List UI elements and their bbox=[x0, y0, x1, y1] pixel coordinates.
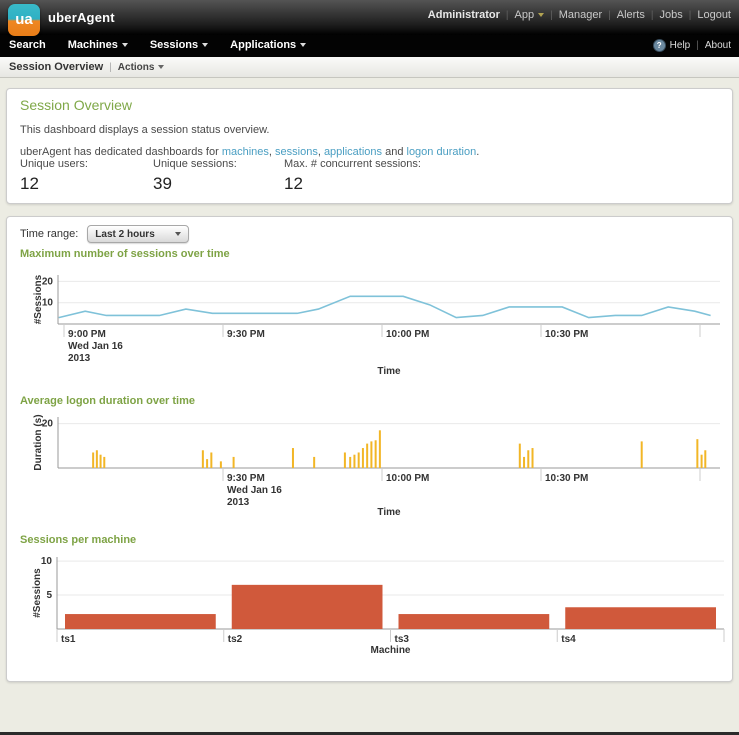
chart-title-sessions-per-machine: Sessions per machine bbox=[20, 534, 137, 546]
svg-text:Time: Time bbox=[377, 366, 401, 377]
nav-item-help[interactable]: Help bbox=[669, 40, 691, 51]
chevron-down-icon bbox=[175, 232, 182, 236]
logon-duration-chart[interactable]: 20 Time Duration (s) 9:30 PM Wed Jan 16 2013 1… bbox=[7, 405, 734, 527]
stat-unique-users: Unique users: 12 bbox=[20, 158, 88, 194]
time-range-label: Time range: bbox=[20, 228, 79, 240]
chevron-down-icon bbox=[158, 64, 165, 69]
svg-text:20: 20 bbox=[42, 419, 54, 430]
svg-text:20: 20 bbox=[42, 276, 54, 287]
svg-text:Wed Jan 16: Wed Jan 16 bbox=[227, 485, 282, 496]
stat-label: Unique users: bbox=[20, 158, 88, 170]
sessions-over-time-chart[interactable]: 10 20 Time #Sessions 9:00 PM Wed Jan 16 2013 9:… bbox=[7, 262, 734, 384]
separator: | bbox=[688, 9, 692, 21]
breadcrumb-bar: Session Overview | Actions bbox=[0, 57, 739, 78]
chevron-down-icon bbox=[121, 43, 128, 48]
svg-text:ts1: ts1 bbox=[61, 634, 76, 645]
svg-text:10: 10 bbox=[42, 298, 54, 309]
svg-text:9:00 PM: 9:00 PM bbox=[68, 329, 106, 340]
menu-item-manager[interactable]: Manager bbox=[558, 9, 603, 21]
chevron-down-icon bbox=[538, 13, 545, 18]
chart-title-logon-duration: Average logon duration over time bbox=[20, 395, 196, 407]
top-user-menu: Administrator | App | Manager | Alerts |… bbox=[428, 9, 731, 21]
stat-label: Unique sessions: bbox=[153, 158, 237, 170]
nav-item-search[interactable]: Search bbox=[9, 39, 46, 51]
menu-item-alerts[interactable]: Alerts bbox=[616, 9, 645, 21]
help-icon bbox=[652, 39, 666, 52]
time-range-dropdown[interactable]: Last 2 hours bbox=[87, 225, 190, 243]
svg-text:10:30 PM: 10:30 PM bbox=[545, 329, 588, 340]
stat-unique-sessions: Unique sessions: 39 bbox=[153, 158, 237, 194]
nav-item-machines[interactable]: Machines bbox=[68, 39, 128, 51]
link-sessions[interactable]: sessions bbox=[275, 146, 318, 158]
chevron-down-icon bbox=[300, 43, 307, 48]
svg-text:9:30 PM: 9:30 PM bbox=[227, 473, 265, 484]
nav-item-sessions[interactable]: Sessions bbox=[150, 39, 209, 51]
dashboard-links: uberAgent has dedicated dashboards for m… bbox=[20, 146, 479, 158]
svg-text:10:00 PM: 10:00 PM bbox=[386, 473, 429, 484]
stat-max-concurrent-sessions: Max. # concurrent sessions: 12 bbox=[284, 158, 421, 194]
footer-strip bbox=[0, 732, 739, 735]
breadcrumb[interactable]: Session Overview bbox=[9, 61, 104, 73]
separator: , bbox=[268, 146, 276, 158]
link-applications[interactable]: applications bbox=[323, 146, 383, 158]
svg-text:Time: Time bbox=[377, 507, 401, 518]
product-name: uberAgent bbox=[48, 10, 115, 25]
svg-text:#Sessions: #Sessions bbox=[32, 568, 43, 618]
links-prefix: uberAgent has dedicated dashboards for bbox=[20, 146, 222, 158]
svg-text:2013: 2013 bbox=[68, 353, 91, 364]
svg-text:10:00 PM: 10:00 PM bbox=[386, 329, 429, 340]
separator: | bbox=[109, 61, 112, 73]
separator: | bbox=[550, 9, 553, 21]
svg-text:#Sessions: #Sessions bbox=[33, 274, 44, 324]
uberagent-logo-icon[interactable] bbox=[8, 4, 40, 36]
links-and: and bbox=[382, 146, 407, 158]
separator: | bbox=[608, 9, 611, 21]
svg-text:10:30 PM: 10:30 PM bbox=[545, 473, 588, 484]
page-title: Session Overview bbox=[20, 97, 133, 113]
chevron-down-icon bbox=[202, 43, 209, 48]
svg-text:ts3: ts3 bbox=[395, 634, 410, 645]
menu-item-logout[interactable]: Logout bbox=[697, 9, 731, 21]
stat-value: 12 bbox=[284, 174, 303, 193]
stat-value: 39 bbox=[153, 174, 172, 193]
main-nav-bar: Search Machines Sessions Applications He… bbox=[0, 35, 739, 57]
svg-text:10: 10 bbox=[41, 556, 53, 567]
sessions-per-machine-chart[interactable]: 5 10 Machine #Sessions ts1 ts2 ts3 ts4 bbox=[7, 545, 734, 667]
panel-description: This dashboard displays a session status… bbox=[20, 124, 270, 136]
svg-text:ts4: ts4 bbox=[561, 634, 576, 645]
top-bar: uberAgent Administrator | App | Manager … bbox=[0, 0, 739, 36]
stat-value: 12 bbox=[20, 174, 39, 193]
svg-text:Wed Jan 16: Wed Jan 16 bbox=[68, 341, 123, 352]
chart-title-sessions-over-time: Maximum number of sessions over time bbox=[20, 248, 230, 260]
nav-item-about[interactable]: About bbox=[704, 40, 731, 51]
menu-item-app[interactable]: App bbox=[515, 9, 545, 21]
separator: | bbox=[650, 9, 654, 21]
menu-item-jobs[interactable]: Jobs bbox=[659, 9, 683, 21]
svg-text:9:30 PM: 9:30 PM bbox=[227, 329, 265, 340]
svg-text:5: 5 bbox=[46, 590, 52, 601]
actions-menu[interactable]: Actions bbox=[118, 62, 165, 73]
svg-text:Machine: Machine bbox=[370, 645, 410, 656]
stat-label: Max. # concurrent sessions: bbox=[284, 158, 421, 170]
user-name[interactable]: Administrator bbox=[427, 9, 500, 21]
separator: , bbox=[317, 146, 324, 158]
nav-item-applications[interactable]: Applications bbox=[230, 39, 307, 51]
session-overview-panel: Session Overview This dashboard displays… bbox=[6, 88, 733, 204]
links-suffix: . bbox=[476, 146, 480, 158]
separator: | bbox=[696, 40, 699, 51]
charts-panel: Time range: Last 2 hours Maximum number … bbox=[6, 216, 733, 682]
link-logon-duration[interactable]: logon duration bbox=[406, 146, 477, 158]
separator: | bbox=[505, 9, 509, 21]
link-machines[interactable]: machines bbox=[221, 146, 269, 158]
svg-text:Duration (s): Duration (s) bbox=[33, 414, 44, 470]
time-range-value: Last 2 hours bbox=[95, 228, 155, 240]
svg-text:2013: 2013 bbox=[227, 497, 250, 508]
svg-text:ts2: ts2 bbox=[228, 634, 243, 645]
